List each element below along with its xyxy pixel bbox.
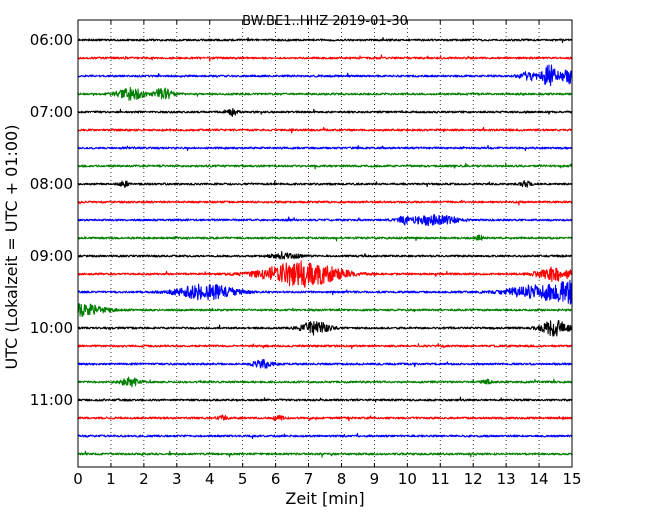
trace-0615 [77, 54, 573, 62]
plot-frame [77, 19, 573, 468]
y-tick-label: 07:00 [30, 103, 73, 121]
x-tick-label: 14 [530, 470, 549, 488]
trace-0945 [77, 303, 573, 318]
trace-layer [77, 37, 573, 458]
x-tick-label: 12 [464, 470, 483, 488]
x-tick-label: 3 [172, 470, 182, 488]
trace-0645 [77, 86, 573, 101]
trace-0730 [77, 144, 573, 152]
y-tick-label: 08:00 [30, 175, 73, 193]
grid-layer [110, 20, 540, 467]
trace-0800 [77, 180, 573, 189]
x-axis-label: Zeit [min] [285, 489, 364, 508]
trace-0630 [77, 64, 573, 87]
trace-0600 [77, 37, 573, 44]
x-tick-label: 0 [73, 470, 83, 488]
trace-0845 [77, 234, 573, 242]
x-tick-label: 15 [562, 470, 581, 488]
trace-1015 [77, 343, 573, 350]
trace-1100 [77, 396, 573, 403]
trace-1130 [77, 432, 573, 440]
trace-0815 [77, 199, 573, 206]
tick-layer: 0 1 2 3 4 5 6 7 8 9 10 11 12 13 14 1506:0007:0008:0009:… [30, 20, 582, 488]
trace-0715 [77, 126, 573, 134]
y-axis-label: UTC (Lokalzeit = UTC + 01:00) [2, 125, 21, 370]
x-tick-label: 10 [398, 470, 417, 488]
trace-1145 [77, 450, 573, 458]
x-tick-label: 5 [238, 470, 248, 488]
y-tick-label: 11:00 [30, 391, 73, 409]
y-tick-label: 10:00 [30, 319, 73, 337]
x-tick-label: 8 [337, 470, 347, 488]
x-tick-label: 9 [370, 470, 380, 488]
trace-1030 [77, 359, 573, 369]
x-tick-label: 4 [205, 470, 215, 488]
y-tick-label: 09:00 [30, 247, 73, 265]
trace-0930 [77, 279, 573, 305]
x-tick-label: 7 [304, 470, 314, 488]
x-tick-label: 6 [271, 470, 281, 488]
trace-0700 [77, 108, 573, 117]
trace-1000 [77, 320, 573, 337]
trace-0830 [77, 214, 573, 227]
trace-0915 [77, 260, 573, 288]
chart-title: BW.BE1..HHZ 2019-01-30 [242, 14, 408, 29]
x-tick-label: 2 [139, 470, 149, 488]
x-tick-label: 11 [431, 470, 450, 488]
x-tick-label: 1 [106, 470, 116, 488]
trace-0900 [77, 251, 573, 260]
trace-1115 [77, 414, 573, 422]
x-tick-label: 13 [497, 470, 516, 488]
trace-1045 [77, 376, 573, 388]
y-tick-label: 06:00 [30, 31, 73, 49]
trace-0745 [77, 162, 573, 170]
